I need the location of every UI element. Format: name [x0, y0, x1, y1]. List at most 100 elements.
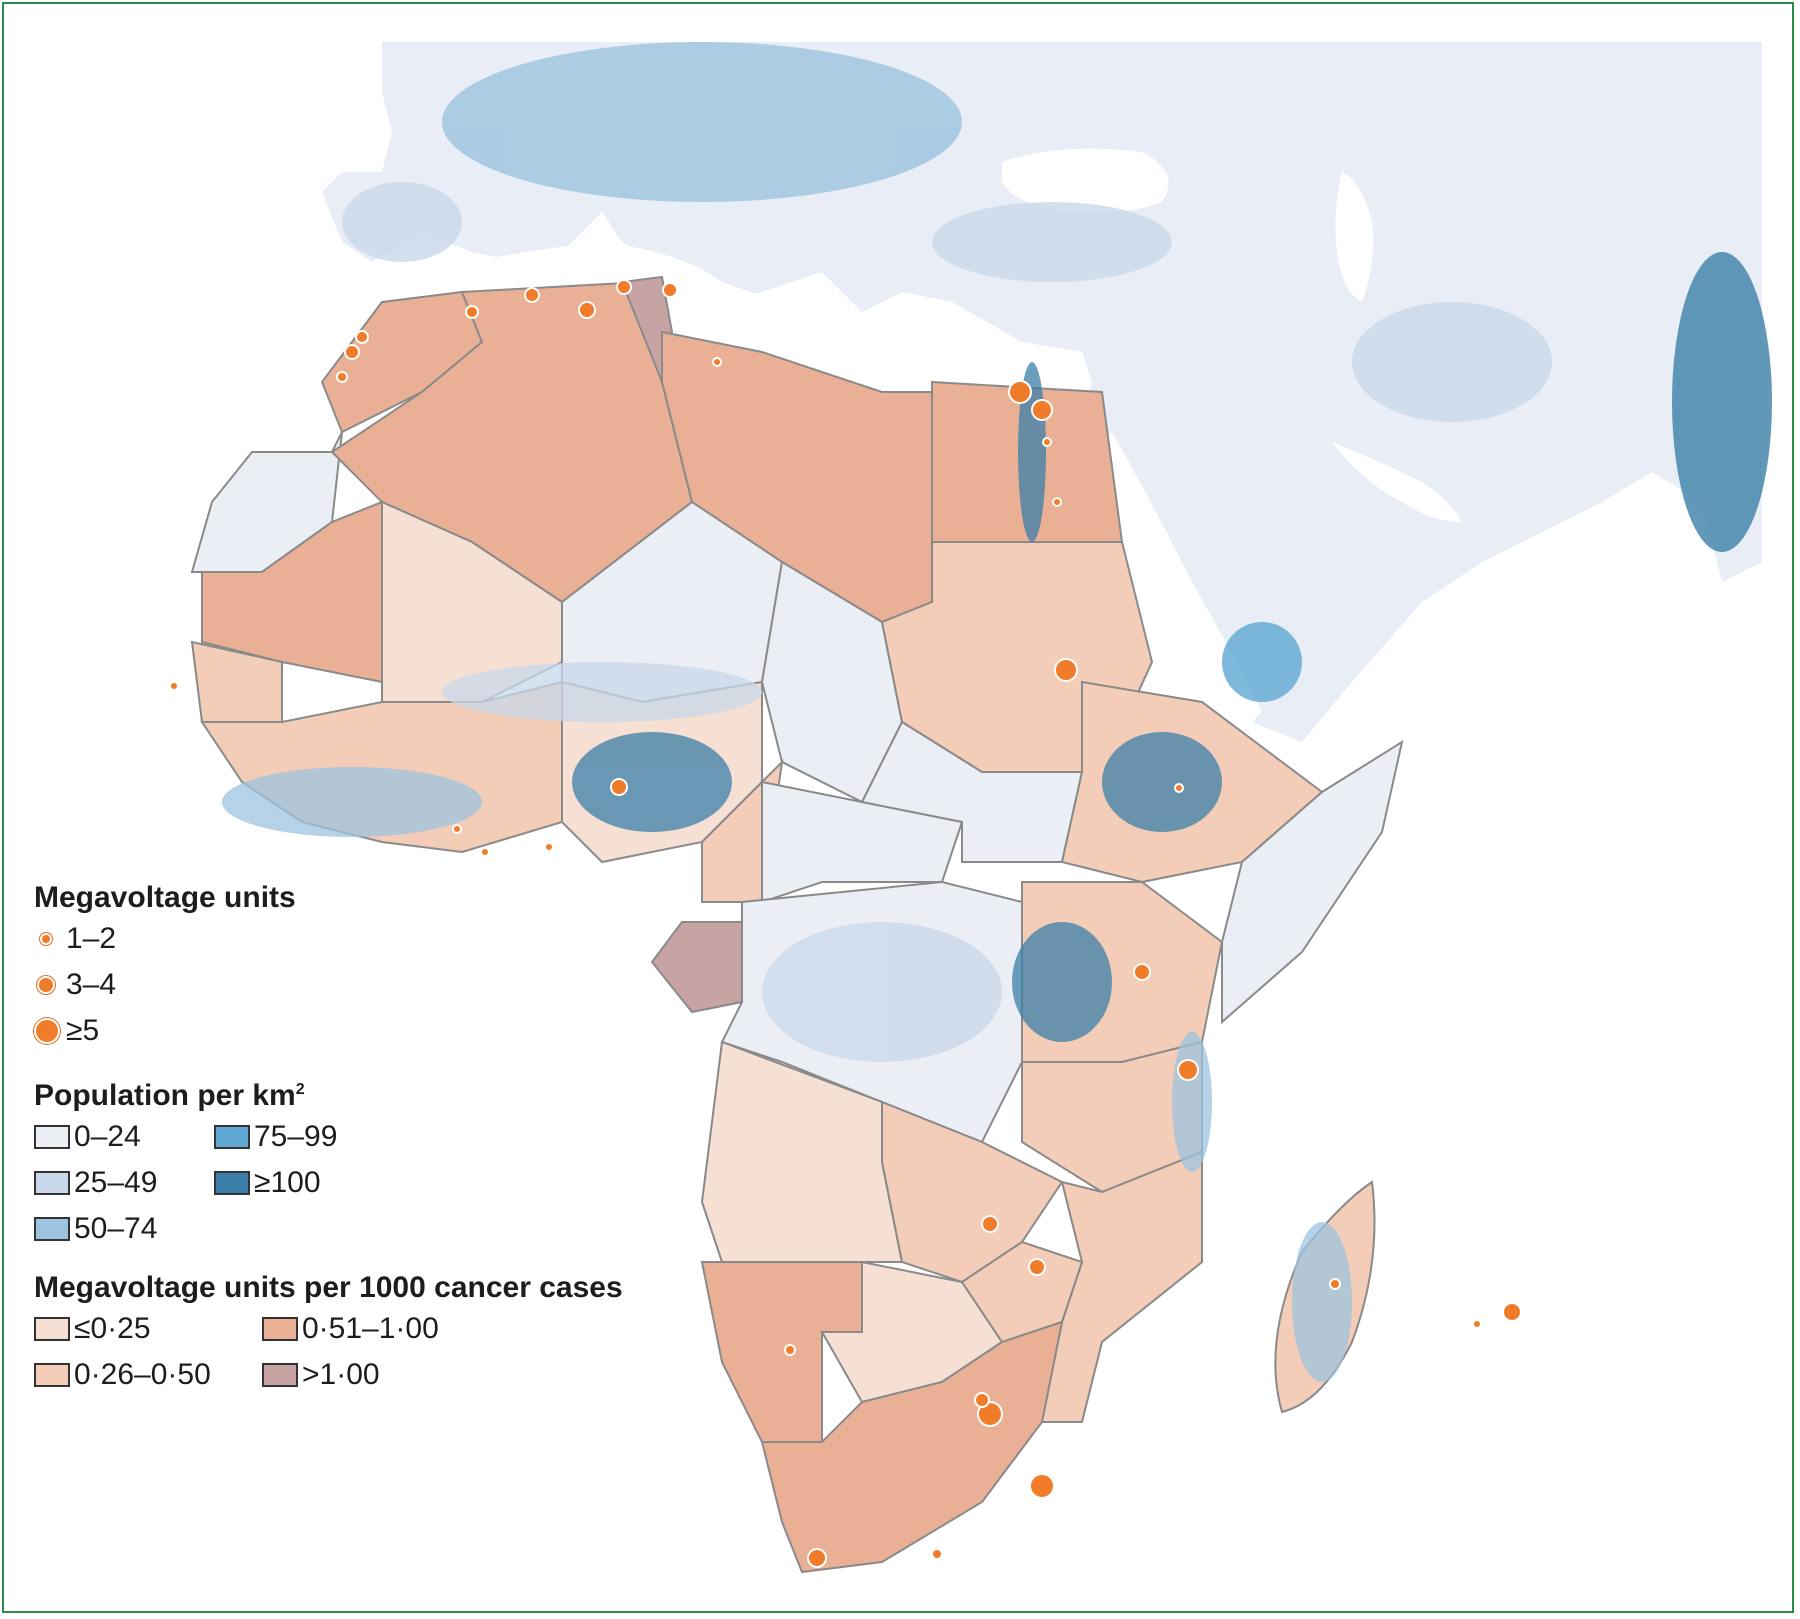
legend-label: 50–74 [74, 1212, 158, 1245]
megavoltage-markers [169, 279, 1522, 1568]
marker-tunis [662, 282, 678, 298]
marker-madagascar [1329, 1278, 1341, 1290]
legend-label: ≥5 [66, 1014, 100, 1047]
large-marker-icon [34, 1018, 60, 1044]
ratio-item: 0·26–0·50 [34, 1352, 262, 1398]
swatch [262, 1363, 298, 1387]
country-gabon [650, 921, 743, 1014]
marker-tripoli [712, 357, 722, 367]
population-item: 50–74 [34, 1206, 214, 1252]
country-tunisia [620, 275, 674, 386]
black-sea [1002, 148, 1169, 214]
marker-oran [465, 305, 479, 319]
east-coast-density [1172, 1032, 1212, 1172]
marker-abidjan [452, 824, 462, 834]
legend-population: Population per km2 0–24 75–99 25–49 ≥100… [34, 1072, 754, 1252]
legend-label: 0·26–0·50 [74, 1358, 211, 1391]
ethiopia-density [1102, 732, 1222, 832]
medium-marker-icon [37, 976, 55, 994]
marker-nigeria [610, 778, 628, 796]
marker-johannesburg [977, 1401, 1003, 1427]
legend-population-title-superscript: 2 [295, 1081, 305, 1098]
legend-label: 3–4 [66, 968, 117, 1001]
population-item: 75–99 [214, 1114, 454, 1160]
ratio-item: >1·00 [262, 1352, 502, 1398]
iran-density [1352, 302, 1552, 422]
legend-label: ≤0·25 [74, 1312, 151, 1345]
map-legend: Megavoltage units 1–2 3–4 ≥5 Population … [34, 880, 754, 1416]
population-density-overlay [342, 42, 1772, 702]
red-sea [1102, 432, 1262, 722]
country-south-sudan [860, 720, 1084, 863]
marker-harare [1028, 1258, 1046, 1276]
country-zimbabwe [960, 1240, 1084, 1344]
legend-label: 25–49 [74, 1166, 158, 1199]
europe-density [442, 42, 962, 202]
legend-population-title-text: Population per km [34, 1079, 296, 1112]
marker-nile-1 [1042, 437, 1052, 447]
legend-label: 1–2 [66, 922, 117, 955]
marker-addis-ababa [1174, 783, 1184, 793]
marker-pretoria [974, 1392, 990, 1408]
marker-annaba [616, 279, 632, 295]
legend-megavoltage-title: Megavoltage units [34, 881, 296, 914]
marker-khartoum [1054, 658, 1078, 682]
legend-label: 0·51–1·00 [302, 1312, 439, 1345]
marker-dakar [169, 681, 179, 691]
mediterranean [382, 242, 1082, 402]
nigeria-density [572, 732, 732, 832]
swatch [214, 1125, 250, 1149]
sahel-density [442, 662, 762, 722]
marker-constantine [578, 301, 596, 319]
iberia-density [342, 182, 462, 262]
madagascar-density [1292, 1222, 1352, 1382]
marker-lusaka [981, 1215, 999, 1233]
legend-label: >1·00 [302, 1358, 380, 1391]
swatch [34, 1217, 70, 1241]
swatch [34, 1125, 70, 1149]
swatch [34, 1171, 70, 1195]
marker-durban [1029, 1473, 1055, 1499]
legend-megavoltage-large: ≥5 [34, 1008, 754, 1054]
marker-casablanca [344, 344, 360, 360]
marker-windhoek [784, 1344, 796, 1356]
swatch [262, 1317, 298, 1341]
small-marker-icon [40, 933, 52, 945]
europe-land [322, 42, 1762, 742]
population-item: 25–49 [34, 1160, 214, 1206]
legend-population-title: Population per km2 [34, 1072, 754, 1114]
turkey-density [932, 202, 1172, 282]
swatch [34, 1363, 70, 1387]
legend-ratio-title: Megavoltage units per 1000 cancer cases [34, 1271, 623, 1304]
marker-accra [480, 847, 490, 857]
congo-density [762, 922, 1002, 1062]
marker-algiers [524, 287, 540, 303]
marker-reunion [1472, 1319, 1482, 1329]
marker-cape-town [807, 1548, 827, 1568]
legend-ratio: Megavoltage units per 1000 cancer cases … [34, 1270, 754, 1398]
swatch [34, 1317, 70, 1341]
marker-port-elizabeth [931, 1548, 943, 1560]
persian-gulf [1332, 442, 1462, 522]
marker-marrakesh [336, 371, 348, 383]
marker-alexandria [1008, 380, 1032, 404]
ratio-swatches: ≤0·25 0·51–1·00 0·26–0·50 >1·00 [34, 1306, 754, 1398]
ratio-item: ≤0·25 [34, 1306, 262, 1352]
population-item: 0–24 [34, 1114, 214, 1160]
marker-mombasa [1177, 1059, 1199, 1081]
background-land [322, 42, 1762, 742]
great-lakes-density [1012, 922, 1112, 1042]
legend-megavoltage-medium: 3–4 [34, 962, 754, 1008]
population-item: ≥100 [214, 1160, 454, 1206]
africa-density [222, 362, 1352, 1382]
west-coast-density [222, 767, 482, 837]
marker-nairobi [1133, 963, 1151, 981]
yemen-density [1222, 622, 1302, 702]
swatch [214, 1171, 250, 1195]
population-swatches: 0–24 75–99 25–49 ≥100 50–74 [34, 1114, 754, 1252]
south-asia-density [1672, 252, 1772, 552]
marker-nile-2 [1052, 497, 1062, 507]
legend-label: ≥100 [254, 1166, 321, 1199]
marker-rabat [355, 330, 369, 344]
